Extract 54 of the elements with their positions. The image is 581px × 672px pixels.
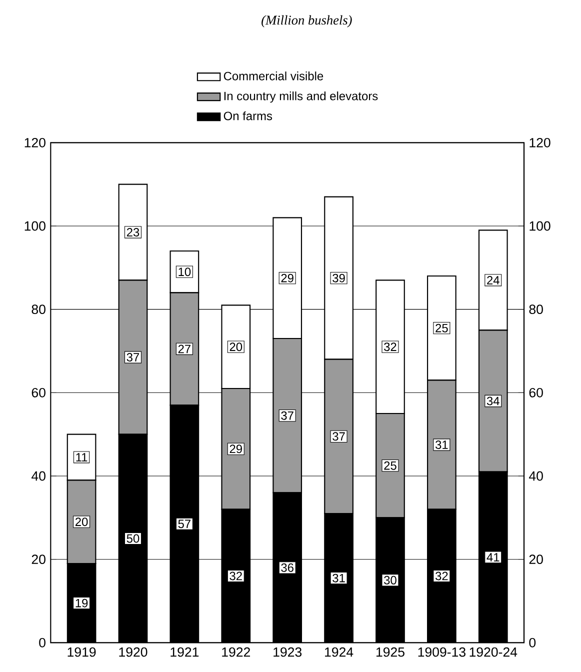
data-label: 37 — [281, 411, 294, 420]
y-tick-label: 80 — [32, 304, 46, 314]
y2-tick-label: 20 — [529, 554, 543, 564]
y-tick-label: 40 — [32, 471, 46, 481]
x-tick-label: 1920-24 — [470, 647, 518, 657]
y2-tick-label: 40 — [529, 471, 543, 481]
data-label: 37 — [126, 353, 140, 362]
y2-tick-label: 80 — [529, 304, 543, 314]
data-label: 32 — [435, 572, 448, 580]
x-tick-label: 1920 — [119, 647, 148, 657]
data-label: 32 — [384, 342, 396, 352]
data-label: 31 — [332, 574, 345, 582]
data-label: 27 — [178, 344, 190, 354]
data-label: 39 — [332, 274, 345, 282]
y2-tick-label: 60 — [529, 388, 543, 398]
data-label: 31 — [435, 440, 448, 449]
x-tick-label: 1925 — [376, 647, 404, 657]
data-label: 20 — [230, 342, 242, 352]
x-tick-label: 1924 — [325, 647, 354, 657]
x-tick-label: 1921 — [170, 647, 199, 657]
y-tick-label: 60 — [32, 388, 46, 398]
data-label: 50 — [126, 534, 140, 543]
data-label: 19 — [76, 598, 88, 608]
data-label: 29 — [230, 444, 242, 454]
legend-label: On farms — [224, 111, 272, 120]
data-label: 36 — [281, 563, 294, 572]
data-label: 30 — [384, 576, 396, 584]
data-label: 29 — [281, 274, 294, 282]
y-tick-label: 100 — [24, 221, 46, 231]
y-tick-label: 0 — [39, 638, 46, 648]
y-tick-label: 20 — [32, 554, 46, 564]
chart-subtitle: (Million bushels) — [262, 15, 352, 28]
y2-tick-label: 120 — [530, 138, 550, 148]
x-tick-label: 1909-13 — [418, 647, 466, 657]
data-label: 23 — [126, 228, 140, 236]
y2-tick-label: 0 — [529, 638, 536, 648]
y2-tick-label: 100 — [530, 221, 550, 231]
x-tick-label: 1923 — [274, 647, 302, 657]
x-tick-label: 1919 — [68, 647, 96, 657]
data-label: 37 — [332, 432, 345, 441]
data-label: 10 — [178, 268, 191, 276]
x-tick-label: 1922 — [222, 647, 250, 657]
data-label: 25 — [384, 461, 396, 470]
y-tick-label: 120 — [24, 138, 46, 148]
data-label: 11 — [76, 453, 88, 462]
data-label: 20 — [75, 518, 88, 526]
data-label: 32 — [230, 572, 242, 580]
legend-label: In country mills and elevators — [224, 91, 378, 103]
data-label: 24 — [487, 276, 500, 284]
legend-label: Commercial visible — [224, 72, 324, 80]
data-label: 41 — [486, 553, 500, 562]
data-label: 57 — [178, 520, 190, 528]
data-label: 34 — [486, 396, 500, 406]
data-label: 25 — [436, 324, 448, 332]
